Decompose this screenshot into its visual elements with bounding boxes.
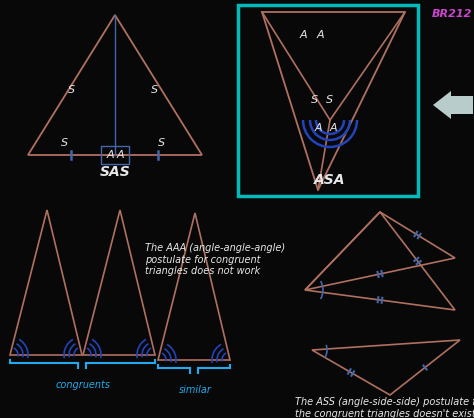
Text: A: A [106,150,114,160]
Text: A: A [314,123,322,133]
Bar [238,5,418,196]
Text: A: A [116,150,124,160]
Text: A: A [329,123,337,133]
Text: S: S [327,95,334,105]
Text: S: S [68,85,75,95]
Text: S: S [62,138,69,148]
Text: The ASS (angle-side-side) postulate for
the congruent triangles doesn't exist: The ASS (angle-side-side) postulate for … [295,397,474,418]
Text: S: S [311,95,319,105]
Text: ASA: ASA [314,173,346,187]
FancyArrow shape [433,91,473,119]
Text: SAS: SAS [100,165,130,179]
Text: similar: similar [179,385,211,395]
Bar [101,146,129,164]
Text: S: S [151,85,159,95]
Text: S: S [158,138,165,148]
Text: A: A [299,30,307,40]
Text: BR212: BR212 [432,9,472,19]
Text: congruents: congruents [55,380,110,390]
Text: A: A [316,30,324,40]
Text: The AAA (angle-angle-angle)
postulate for congruent
triangles does not work: The AAA (angle-angle-angle) postulate fo… [145,243,285,276]
